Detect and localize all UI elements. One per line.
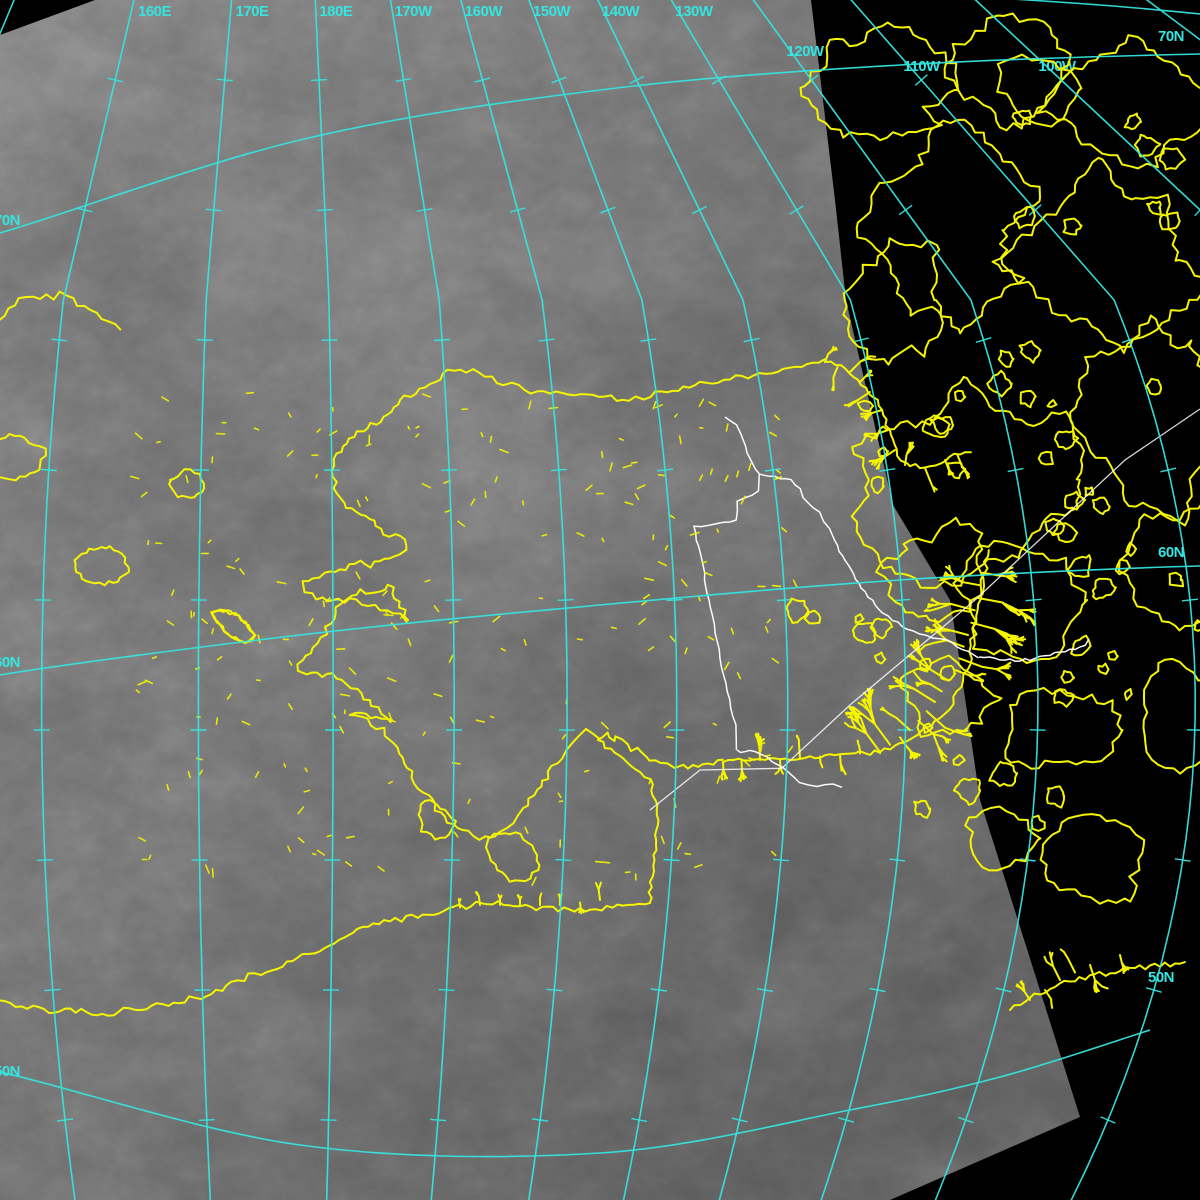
svg-text:170W: 170W: [395, 3, 434, 20]
svg-text:160E: 160E: [138, 3, 172, 20]
svg-text:50N: 50N: [1148, 969, 1174, 986]
svg-text:170E: 170E: [236, 3, 270, 20]
svg-text:150W: 150W: [533, 3, 572, 20]
svg-text:60N: 60N: [0, 654, 20, 671]
svg-text:60N: 60N: [1158, 544, 1184, 561]
svg-text:160W: 160W: [465, 3, 504, 20]
svg-text:70N: 70N: [1158, 28, 1184, 45]
svg-text:50N: 50N: [0, 1063, 20, 1080]
svg-text:180E: 180E: [319, 3, 353, 20]
svg-text:140W: 140W: [602, 3, 641, 20]
svg-text:70N: 70N: [0, 212, 20, 229]
svg-text:120W: 120W: [786, 43, 825, 60]
